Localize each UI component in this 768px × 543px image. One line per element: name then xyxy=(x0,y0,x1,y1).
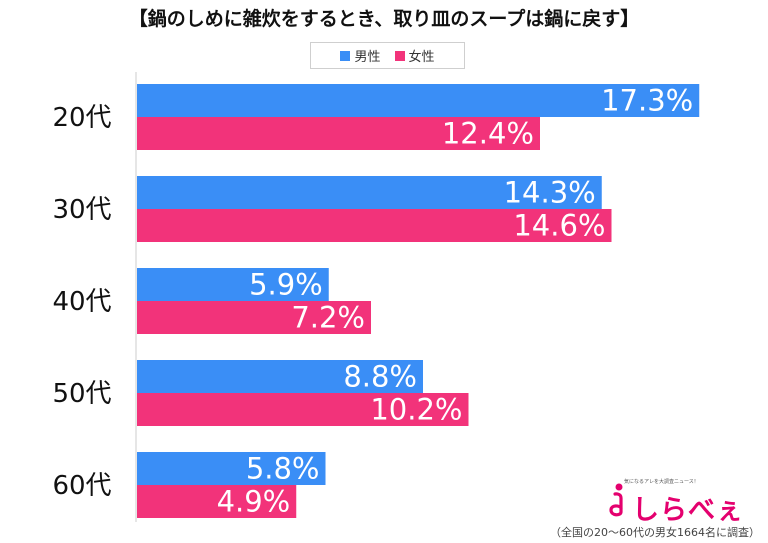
data-label: 5.9% xyxy=(249,268,323,302)
bar-female-3 xyxy=(137,393,469,426)
bar-male-3 xyxy=(137,360,423,393)
legend-item-male: 男性 xyxy=(340,46,381,65)
legend-item-female: 女性 xyxy=(394,46,435,65)
category-label: 60代 xyxy=(52,471,111,501)
bar-female-2 xyxy=(137,301,371,334)
data-label: 4.9% xyxy=(217,485,291,519)
legend-swatch-female xyxy=(394,50,405,61)
shirabee-logo xyxy=(606,477,738,521)
legend-swatch-male xyxy=(340,50,351,61)
category-label: 20代 xyxy=(52,103,111,133)
data-label: 17.3% xyxy=(601,84,693,118)
logo-tagline: 気になるアレを大調査ニュース！ xyxy=(624,479,699,485)
data-label: 7.2% xyxy=(291,301,365,335)
logo-text: しらべぇ xyxy=(632,495,744,526)
data-label: 12.4% xyxy=(442,117,534,151)
data-label: 10.2% xyxy=(370,393,462,427)
bar-male-2 xyxy=(137,268,329,301)
category-label: 30代 xyxy=(52,195,111,225)
source-note: （全国の20〜60代の男女1664名に調査） xyxy=(550,526,760,539)
logo-mark-icon xyxy=(609,483,623,517)
legend-label-female: 女性 xyxy=(408,50,435,65)
bar-female-0 xyxy=(137,117,540,150)
category-label: 40代 xyxy=(52,287,111,317)
bar-female-4 xyxy=(137,485,297,518)
data-label: 8.8% xyxy=(343,360,417,394)
bar-male-4 xyxy=(137,452,326,485)
category-label: 50代 xyxy=(52,379,111,409)
legend-label-male: 男性 xyxy=(354,50,381,65)
data-label: 14.6% xyxy=(513,209,605,243)
data-label: 5.8% xyxy=(246,452,320,486)
legend: 男性 女性 xyxy=(310,42,465,69)
bar-male-1 xyxy=(137,176,602,209)
data-label: 14.3% xyxy=(504,176,596,210)
bar-male-0 xyxy=(137,84,700,117)
bar-female-1 xyxy=(137,209,612,242)
page-title: 【鍋のしめに雑炊をするとき、取り皿のスープは鍋に戻す】 xyxy=(128,8,640,30)
